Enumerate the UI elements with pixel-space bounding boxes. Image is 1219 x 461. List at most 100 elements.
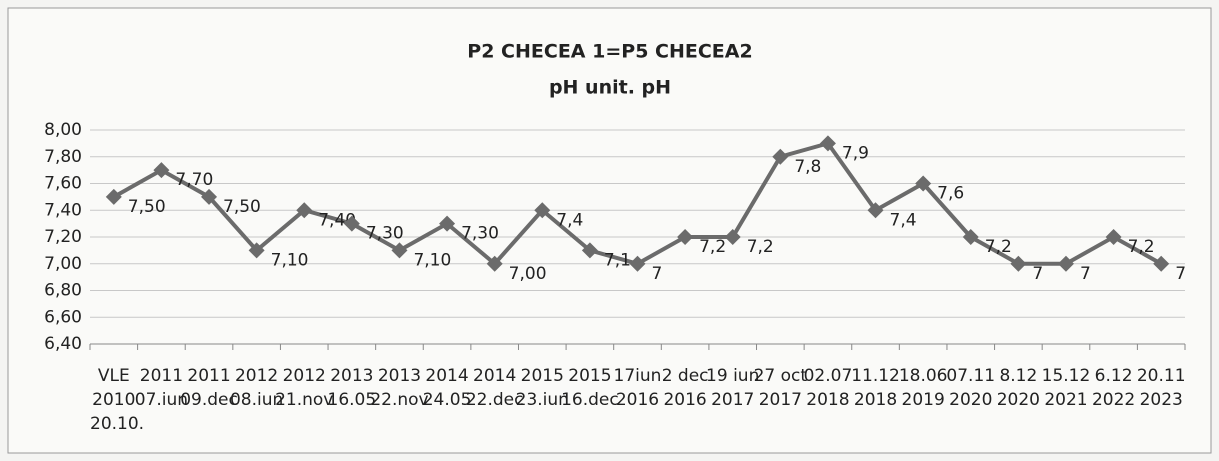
data-point bbox=[867, 202, 884, 219]
data-point bbox=[772, 148, 789, 165]
x-tick-label-line: 07.iun bbox=[135, 390, 188, 410]
data-label: 7,30 bbox=[366, 224, 404, 244]
x-tick-label: 27 oct 2017 bbox=[754, 366, 808, 410]
x-tick-label-line: 18.06 bbox=[899, 366, 948, 386]
data-label: 7,2 bbox=[747, 237, 774, 257]
x-tick-label: 2 dec 2016 bbox=[662, 366, 709, 410]
chart-title: P2 CHECEA 1=P5 CHECEA2 bbox=[467, 41, 752, 63]
data-label: 7,10 bbox=[271, 250, 309, 270]
x-tick-label-line: 2019 bbox=[902, 390, 945, 410]
data-point bbox=[296, 202, 313, 219]
data-label: 7,9 bbox=[842, 143, 869, 163]
data-label: 7,50 bbox=[128, 197, 166, 217]
data-label: 7,2 bbox=[699, 237, 726, 257]
data-point bbox=[629, 255, 646, 272]
x-tick-label: 2011 09.dec bbox=[180, 366, 238, 410]
data-point bbox=[962, 229, 979, 245]
x-tick-label-line: 15.12 bbox=[1042, 366, 1091, 386]
data-label: 7 bbox=[652, 264, 663, 284]
data-label: 7,30 bbox=[461, 224, 499, 244]
data-label: 7,00 bbox=[509, 264, 547, 284]
x-tick-label: 2012 21.nov bbox=[275, 366, 333, 410]
x-tick-label-line: 2 dec bbox=[662, 366, 709, 386]
data-point bbox=[248, 242, 265, 259]
x-tick-label-line: 2012 bbox=[283, 366, 326, 386]
y-tick-label: 7,80 bbox=[44, 147, 82, 167]
x-tick-label-line: 20.11 bbox=[1137, 366, 1186, 386]
data-point bbox=[343, 215, 360, 232]
x-tick-label: 17iun 2016 bbox=[614, 366, 662, 410]
x-tick-label: 2012 08.iun bbox=[230, 366, 283, 410]
x-tick-label-line: 23.iun bbox=[516, 390, 569, 410]
data-point bbox=[1010, 255, 1027, 272]
data-point bbox=[439, 215, 456, 232]
x-tick-label-line: 2020 bbox=[949, 390, 992, 410]
y-tick-label: 7,20 bbox=[44, 227, 82, 247]
y-tick-label: 7,60 bbox=[44, 174, 82, 194]
x-tick-label-line: 6.12 bbox=[1095, 366, 1133, 386]
x-tick-label-line: 2022 bbox=[1092, 390, 1135, 410]
x-tick-label-line: 2023 bbox=[1140, 390, 1183, 410]
x-tick-label: 18.06 2019 bbox=[899, 366, 948, 410]
x-tick-label-line: 2014 bbox=[473, 366, 516, 386]
x-tick-label-line: 2013 bbox=[330, 366, 373, 386]
data-label: 7,8 bbox=[794, 157, 821, 177]
x-tick-label-line: 16.dec bbox=[561, 390, 619, 410]
y-tick-label: 7,40 bbox=[44, 200, 82, 220]
data-label: 7 bbox=[1175, 264, 1186, 284]
y-tick-label: 8,00 bbox=[44, 120, 82, 140]
data-point bbox=[724, 229, 741, 245]
chart-subtitle: pH unit. pH bbox=[549, 77, 671, 99]
data-label: 7,2 bbox=[985, 237, 1012, 257]
x-tick-label-line: 2015 bbox=[521, 366, 564, 386]
x-tick-label-line: 22.dec bbox=[466, 390, 524, 410]
data-point bbox=[486, 255, 503, 272]
x-tick-label-line: 2018 bbox=[854, 390, 897, 410]
x-tick-label-line: 2016 bbox=[663, 390, 706, 410]
data-label: 7,1 bbox=[604, 250, 631, 270]
data-point bbox=[677, 229, 694, 245]
data-label: 7,10 bbox=[413, 250, 451, 270]
data-label: 7,6 bbox=[937, 184, 964, 204]
data-label: 7 bbox=[1032, 264, 1043, 284]
x-tick-label-line: 2020 bbox=[997, 390, 1040, 410]
x-tick-label-line: 07.11 bbox=[946, 366, 995, 386]
x-tick-label-line: 2011 bbox=[140, 366, 183, 386]
x-tick-label-line: 19 iun bbox=[706, 366, 759, 386]
x-tick-label: 2013 22.nov bbox=[370, 366, 428, 410]
data-point bbox=[105, 188, 122, 205]
x-tick-label-line: 02.07 bbox=[804, 366, 853, 386]
x-tick-label: 15.12 2021 bbox=[1042, 366, 1091, 410]
x-tick-label-line: 2015 bbox=[568, 366, 611, 386]
x-tick-label-line: 8.12 bbox=[999, 366, 1037, 386]
x-tick-label: 19 iun 2017 bbox=[706, 366, 759, 410]
x-tick-label-line: 2012 bbox=[235, 366, 278, 386]
x-tick-label-line: 2014 bbox=[425, 366, 468, 386]
x-tick-label-line: VLE bbox=[98, 366, 130, 386]
x-tick-label: 11.12 2018 bbox=[851, 366, 900, 410]
x-tick-label: 2011 07.iun bbox=[135, 366, 188, 410]
data-point bbox=[915, 175, 932, 192]
y-tick-label: 6,80 bbox=[44, 281, 82, 301]
x-tick-label: 6.12 2022 bbox=[1092, 366, 1135, 410]
data-point bbox=[153, 162, 170, 179]
x-tick-label: 07.11 2020 bbox=[946, 366, 995, 410]
data-point bbox=[819, 135, 836, 152]
chart-frame bbox=[7, 7, 1212, 454]
x-tick-label: 8.12 2020 bbox=[997, 366, 1040, 410]
x-tick-label-line: 20.10. bbox=[90, 414, 144, 434]
data-point bbox=[534, 202, 551, 219]
x-tick-label-line: 2013 bbox=[378, 366, 421, 386]
x-tick-label: 02.07 2018 bbox=[804, 366, 853, 410]
x-tick-label-line: 2017 bbox=[711, 390, 754, 410]
x-tick-label-line: 2017 bbox=[759, 390, 802, 410]
data-point bbox=[201, 188, 218, 205]
x-tick-label-line: 09.dec bbox=[180, 390, 238, 410]
x-tick-label: 2015 16.dec bbox=[561, 366, 619, 410]
x-tick-label-line: 2011 bbox=[187, 366, 230, 386]
x-tick-label: 2014 24.05 bbox=[423, 366, 472, 410]
x-tick-label-line: 11.12 bbox=[851, 366, 900, 386]
y-tick-label: 6,40 bbox=[44, 334, 82, 354]
